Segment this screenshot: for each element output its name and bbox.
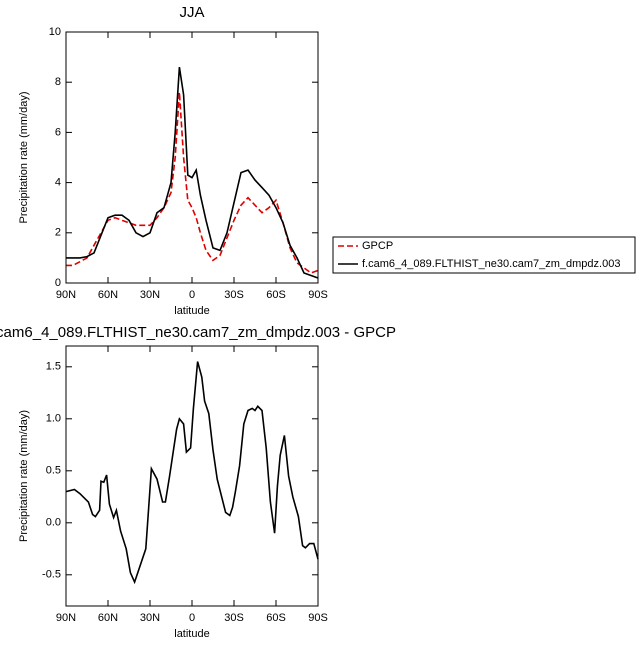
x-axis-label: latitude <box>174 305 209 317</box>
y-tick-label: 1.0 <box>46 413 61 425</box>
data-line <box>65 361 319 585</box>
x-tick-label: 60S <box>266 612 286 624</box>
y-axis-label: Precipitation rate (mm/day) <box>18 91 30 223</box>
legend-box <box>332 236 636 274</box>
legend-label: GPCP <box>362 240 393 252</box>
y-tick-label: 0 <box>55 277 61 289</box>
y-tick-label: 1.5 <box>46 361 61 373</box>
x-tick-label: 90S <box>308 289 328 301</box>
y-tick-label: 0.0 <box>46 517 61 529</box>
y-axis-label: Precipitation rate (mm/day) <box>18 410 30 542</box>
x-tick-label: 90N <box>56 612 76 624</box>
chart-title: cam6_4_089.FLTHIST_ne30.cam7_zm_dmpdz.00… <box>0 324 396 341</box>
x-tick-label: 90S <box>308 612 328 624</box>
plot-frame <box>65 345 319 607</box>
y-tick-label: 4 <box>55 177 61 189</box>
x-tick-label: 30S <box>224 289 244 301</box>
x-tick-label: 0 <box>189 289 195 301</box>
chart-title: JJA <box>179 4 204 21</box>
x-tick-label: 0 <box>189 612 195 624</box>
legend-label: f.cam6_4_089.FLTHIST_ne30.cam7_zm_dmpdz.… <box>362 258 620 270</box>
x-tick-label: 30S <box>224 612 244 624</box>
x-tick-label: 60N <box>98 289 118 301</box>
y-tick-label: -0.5 <box>42 569 61 581</box>
x-tick-label: 60S <box>266 289 286 301</box>
y-tick-label: 2 <box>55 227 61 239</box>
plot-frame <box>65 31 319 284</box>
data-line <box>66 92 319 274</box>
x-tick-label: 30N <box>140 289 160 301</box>
data-line <box>66 66 319 279</box>
x-tick-label: 30N <box>140 612 160 624</box>
y-tick-label: 8 <box>55 76 61 88</box>
x-axis-label: latitude <box>174 628 209 640</box>
y-tick-label: 10 <box>49 26 61 38</box>
y-tick-label: 6 <box>55 126 61 138</box>
y-tick-label: 0.5 <box>46 465 61 477</box>
x-tick-label: 90N <box>56 289 76 301</box>
x-tick-label: 60N <box>98 612 118 624</box>
